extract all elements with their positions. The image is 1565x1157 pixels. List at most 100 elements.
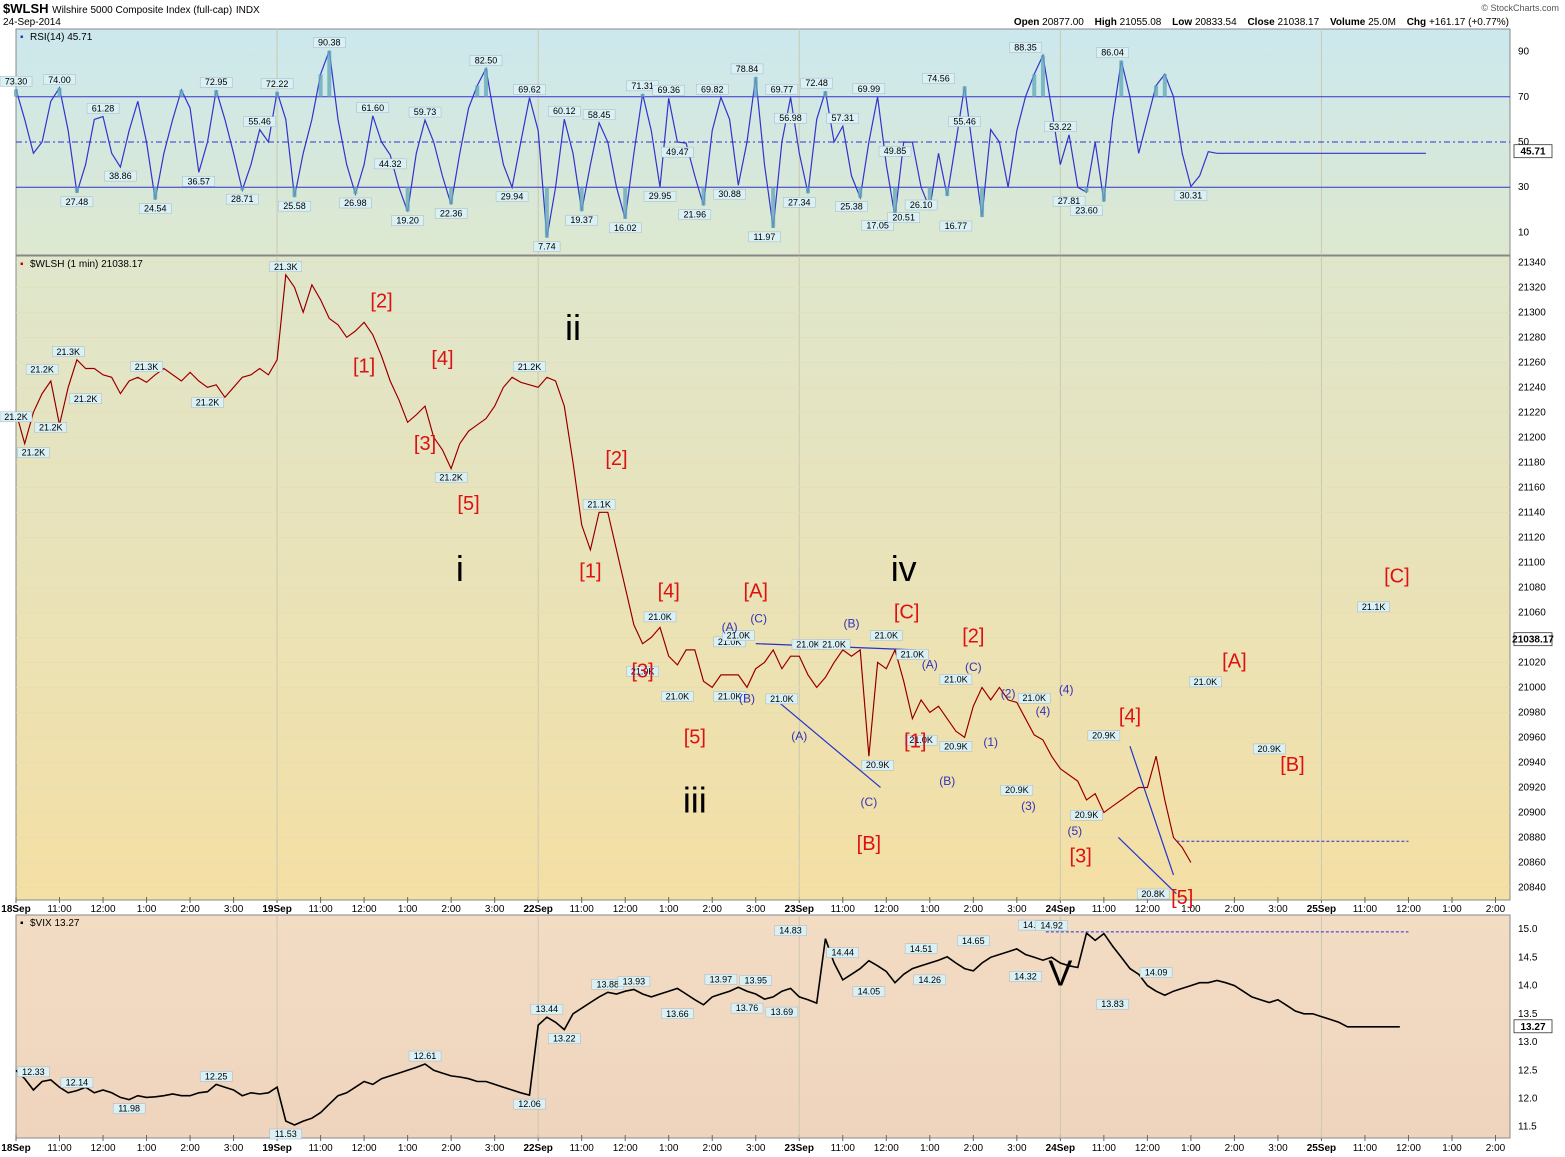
price-trendline [1117, 837, 1177, 895]
vix-data-label-box [852, 986, 886, 997]
price-trendline [775, 699, 881, 788]
rsi-extreme-fill [962, 86, 967, 97]
x-axis-mid-tick-label: 3:00 [1007, 904, 1027, 915]
rsi-data-label-box [565, 214, 598, 226]
rsi-data-label-box [748, 231, 781, 243]
price-y-tick-label: 21160 [1518, 482, 1546, 493]
rsi-data-label-box [783, 197, 816, 208]
ohlc-summary: Open 20877.00 High 21055.08 Low 20833.54… [1014, 17, 1517, 28]
price-data-label-box [870, 630, 903, 641]
vix-data-label: 14.83 [779, 926, 802, 936]
price-y-tick-label: 21200 [1518, 432, 1546, 443]
open-value: 20877.00 [1042, 17, 1084, 28]
vix-data-label: 14.51 [910, 944, 933, 954]
rsi-data-label: 55.46 [953, 117, 976, 127]
rsi-extreme-fill [1040, 55, 1045, 97]
rsi-y-tick-label: 70 [1518, 92, 1530, 103]
price-y-tick-label: 20940 [1518, 757, 1546, 768]
x-axis-mid-tick-label: 12:00 [91, 904, 116, 915]
vix-y-tick-label: 15.0 [1518, 924, 1538, 935]
x-axis-mid-tick-label: 12:00 [1396, 904, 1421, 915]
rsi-extreme-fill [179, 90, 184, 97]
rsi-series: 10 30 50 70 90 73.30 74.00 27.48 61.28 38.86 24.54… [0, 29, 1553, 255]
ticker-symbol: $WLSH [3, 1, 49, 16]
rsi-data-label: 72.22 [266, 79, 289, 89]
vix-data-label-box [513, 1098, 546, 1110]
x-axis-mid-tick-label: 12:00 [352, 904, 377, 915]
price-y-tick-label: 21340 [1518, 257, 1546, 268]
x-axis-bottom-tick-label: 2:00 [702, 1143, 722, 1154]
wave-label: (2) [1001, 686, 1016, 700]
wave-label: (C) [750, 611, 767, 625]
rsi-data-label: 7.74 [538, 242, 556, 252]
price-data-label: 21.0K [796, 639, 820, 649]
wave-label: (5) [1068, 824, 1083, 838]
rsi-data-label-box [852, 83, 886, 95]
price-data-label-box [939, 674, 973, 685]
wave-label: [A] [744, 580, 768, 602]
rsi-data-label: 82.50 [475, 56, 498, 66]
price-data-label: 21.0K [718, 637, 742, 647]
price-y-tick-label: 21180 [1518, 457, 1546, 468]
vix-data-label-box [617, 976, 651, 987]
price-data-label-box [1018, 692, 1051, 704]
price-data-label: 21.2K [439, 473, 463, 483]
price-last-value-box [1513, 632, 1553, 647]
rsi-legend: RSI(14) 45.71 [30, 32, 93, 43]
x-axis-bottom-tick-label: 11:00 [570, 1143, 595, 1154]
rsi-data-label: 56.98 [779, 113, 802, 123]
wave-label: (C) [965, 660, 982, 674]
vix-legend: $VIX 13.27 [30, 918, 80, 929]
rsi-data-label-box [887, 212, 920, 223]
x-axis-bottom-tick-label: 2:00 [964, 1143, 984, 1154]
vix-data-label: 13.22 [553, 1034, 576, 1044]
price-trendline [1129, 745, 1175, 876]
price-data-label: 21.0K [822, 639, 846, 649]
vix-data-label: 14.92 [1040, 921, 1063, 931]
price-data-label-box [34, 422, 68, 433]
rsi-last-value: 45.71 [1520, 147, 1545, 158]
vix-data-label: 12.33 [22, 1067, 45, 1077]
wave-label: [3] [1070, 845, 1092, 867]
vix-data-label: 14.05 [858, 987, 881, 997]
x-axis-bottom-tick-label: 25Sep [1307, 1143, 1336, 1154]
vix-data-label-box [1035, 920, 1068, 931]
rsi-extreme-fill [544, 187, 549, 238]
rsi-data-label: 28.71 [231, 194, 254, 204]
vix-data-label: 13.97 [710, 974, 733, 984]
vix-data-label-box [957, 935, 990, 947]
vix-data-label-box [408, 1050, 442, 1062]
rsi-data-label: 69.77 [771, 84, 794, 94]
vix-data-label: 11.98 [118, 1104, 140, 1114]
rsi-legend-swatch: ▪ [20, 32, 24, 43]
rsi-data-label: 27.34 [788, 197, 811, 207]
wave-label: ii [565, 307, 581, 348]
close-label: Close [1247, 17, 1275, 28]
x-axis-mid-tick-label: 1:00 [398, 904, 418, 915]
x-axis-mid-tick-label: 11:00 [831, 904, 856, 915]
price-data-label-box [939, 741, 973, 752]
price-data-label: 21.3K [56, 347, 80, 357]
vix-data-label-box [1096, 998, 1129, 1010]
open-label: Open [1013, 17, 1040, 28]
rsi-extreme-fill [858, 187, 863, 198]
x-axis-bottom-tick-label: 11:00 [1092, 1143, 1117, 1154]
price-data-label: 20.9K [866, 760, 890, 770]
rsi-data-label-box [835, 201, 868, 212]
price-data-label: 21.0K [770, 694, 794, 704]
price-data-label-box [582, 499, 616, 510]
exchange: INDX [235, 5, 260, 16]
rsi-data-label-box [313, 37, 346, 48]
rsi-data-label: 24.54 [144, 204, 167, 214]
price-data-label-box [1253, 743, 1286, 755]
wave-label: (3) [1021, 799, 1036, 813]
x-axis-bottom-tick-label: 2:00 [180, 1143, 200, 1154]
wave-label: [C] [1384, 565, 1410, 587]
x-axis-bottom-tick-label: 12:00 [874, 1143, 899, 1154]
x-axis-bottom-tick-label: 3:00 [224, 1143, 244, 1154]
x-axis-mid-tick-label: 2:00 [964, 904, 984, 915]
rsi-data-label: 61.60 [362, 103, 385, 113]
x-axis-mid-tick-label: 11:00 [1353, 904, 1378, 915]
vix-data-label-box [269, 1128, 302, 1140]
price-data-label-box [191, 397, 224, 408]
